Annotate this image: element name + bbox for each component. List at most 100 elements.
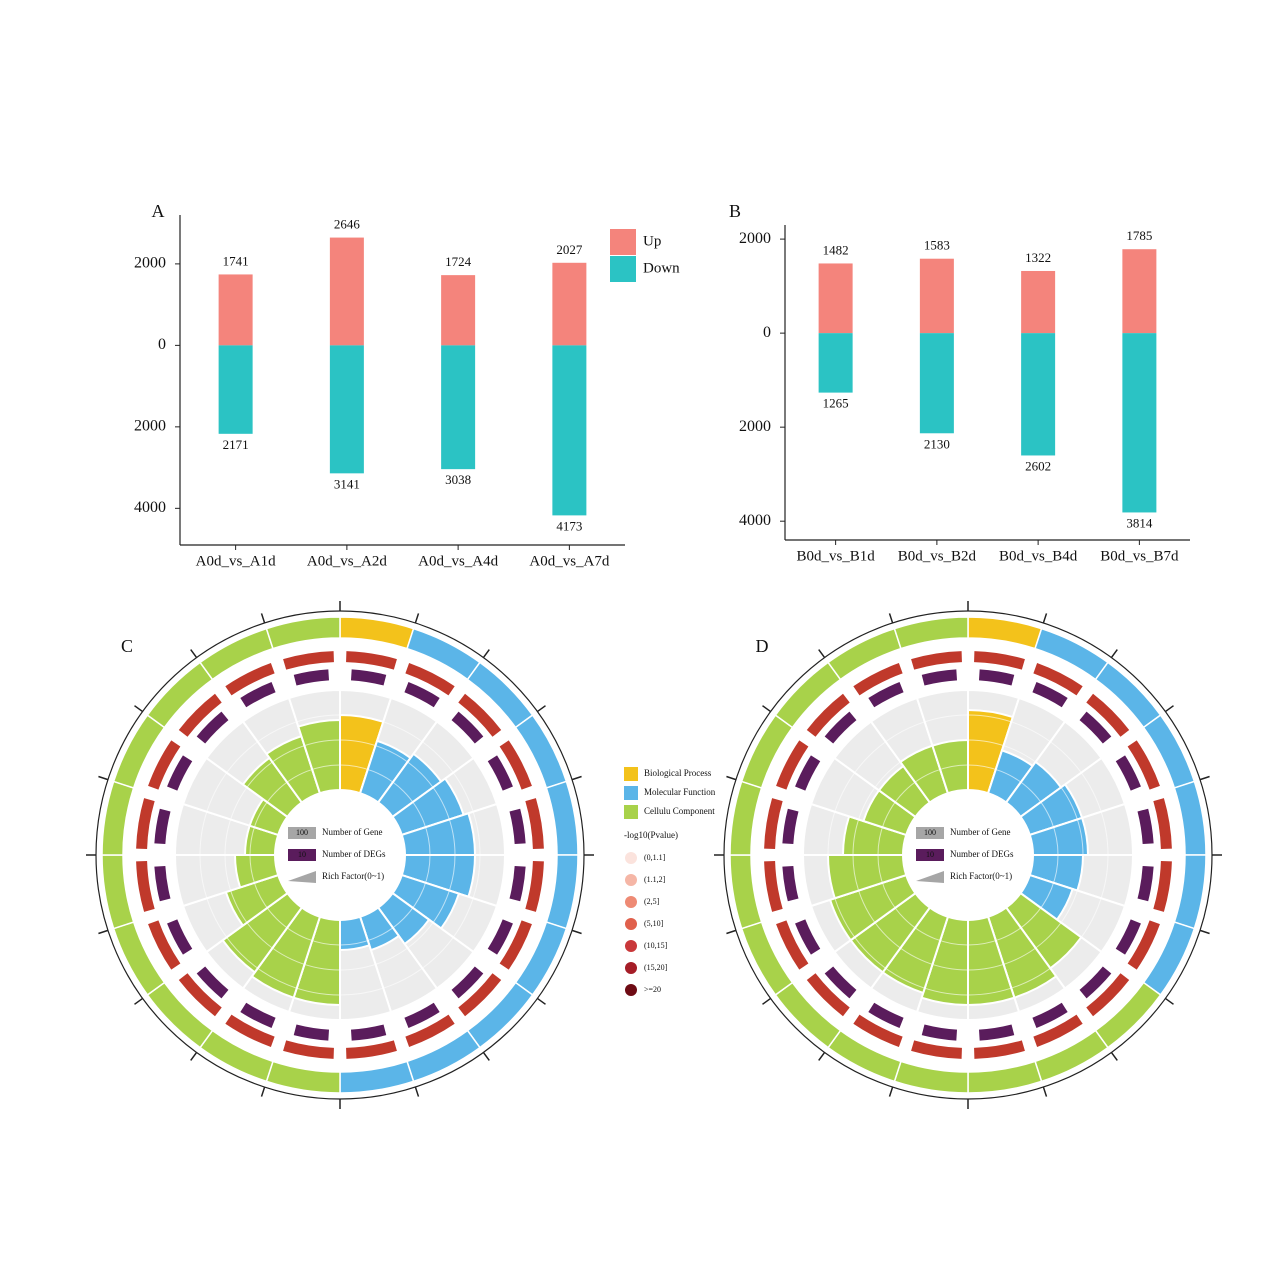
outer-tick [98, 929, 109, 935]
deg-ring [509, 808, 526, 845]
deg-ring [1137, 808, 1154, 845]
deg-ring [782, 865, 799, 902]
panel-label: A [152, 201, 165, 221]
y-tick-label: 2000 [134, 418, 166, 435]
legend-swatch [625, 874, 637, 886]
deg-ring [921, 669, 958, 686]
gene-ring [178, 973, 222, 1017]
legend-swatch [624, 805, 638, 819]
legend-sample: 10 [926, 850, 934, 859]
gene-ring [974, 1040, 1025, 1059]
gene-ring [974, 651, 1025, 670]
value-label: 1583 [924, 238, 950, 253]
legend-swatch [288, 849, 316, 861]
legend-swatch [625, 962, 637, 974]
outer-circle [723, 610, 1213, 1100]
bar [441, 275, 476, 346]
legend-swatch [625, 940, 637, 952]
legend-label: Number of Gene [322, 827, 382, 837]
deg-ring [240, 682, 276, 708]
deg-ring [404, 1002, 440, 1028]
outer-tick [762, 997, 772, 1005]
deg-ring [782, 808, 799, 845]
legend-swatch [625, 984, 637, 996]
outer-tick [414, 613, 420, 624]
legend-sample: 100 [296, 828, 308, 837]
outer-tick [134, 997, 144, 1005]
bar [329, 345, 364, 474]
legend-swatch [288, 871, 316, 883]
outer-tick [98, 775, 109, 781]
deg-ring [167, 755, 193, 791]
panel-label: D [756, 636, 769, 656]
outer-tick [134, 705, 144, 713]
legend-title: -log10(Pvalue) [624, 830, 678, 840]
deg-ring [196, 966, 229, 999]
gene-ring [148, 740, 181, 790]
legend-sample: 100 [924, 828, 936, 837]
gene-ring [405, 663, 455, 696]
outer-tick [260, 1086, 266, 1097]
legend-swatch [624, 767, 638, 781]
gene-ring [1033, 1014, 1083, 1047]
bar [552, 345, 587, 516]
value-label: 1322 [1025, 250, 1051, 265]
gene-ring [346, 1040, 397, 1059]
y-tick-label: 2000 [134, 255, 166, 272]
deg-ring [154, 865, 171, 902]
gene-ring [1153, 798, 1172, 849]
bar [1122, 249, 1157, 334]
deg-ring [167, 919, 193, 955]
deg-ring [921, 1024, 958, 1041]
value-label: 4173 [556, 518, 582, 533]
rich-grid [224, 739, 456, 971]
gene-ring [225, 1014, 275, 1047]
gene-ring [1086, 693, 1130, 737]
value-label: 3038 [445, 472, 471, 487]
rich-grid [877, 764, 1059, 946]
outer-tick [1164, 997, 1174, 1005]
bar [218, 274, 253, 346]
deg-ring [293, 1024, 330, 1041]
outer-tick [1199, 929, 1210, 935]
x-tick-label: A0d_vs_A4d [418, 553, 499, 569]
deg-ring [240, 1002, 276, 1028]
value-label: 1785 [1126, 228, 1152, 243]
x-tick-label: A0d_vs_A2d [307, 553, 388, 569]
legend-swatch [610, 229, 636, 255]
y-tick-label: 0 [158, 336, 166, 353]
gene-ring [806, 973, 850, 1017]
deg-ring [1115, 919, 1141, 955]
legend-swatch [625, 896, 637, 908]
gene-ring [776, 740, 809, 790]
deg-ring [487, 919, 513, 955]
outer-tick [1164, 705, 1174, 713]
gene-ring [806, 693, 850, 737]
x-tick-label: A0d_vs_A1d [196, 553, 277, 569]
value-label: 2646 [334, 217, 361, 232]
legend-label: (2,5] [644, 897, 660, 906]
outer-tick [1042, 1086, 1048, 1097]
bar [441, 345, 476, 470]
bar [818, 333, 853, 393]
bar [218, 345, 253, 434]
deg-ring [1079, 966, 1112, 999]
legend-swatch [916, 849, 944, 861]
outer-circle [95, 610, 585, 1100]
deg-ring [978, 669, 1015, 686]
legend-label: Number of DEGs [322, 849, 386, 859]
legend-swatch [624, 786, 638, 800]
panel-label: C [121, 636, 133, 656]
gene-ring [283, 1040, 334, 1059]
gene-ring [911, 651, 962, 670]
outer-tick [762, 705, 772, 713]
outer-tick [414, 1086, 420, 1097]
gene-ring [178, 693, 222, 737]
value-label: 1482 [823, 242, 849, 257]
legend-label: Rich Factor(0~1) [950, 871, 1012, 881]
outer-tick [536, 997, 546, 1005]
category-ring [893, 616, 969, 650]
value-label: 3141 [334, 476, 360, 491]
legend-label: (0,1.1] [644, 853, 666, 862]
